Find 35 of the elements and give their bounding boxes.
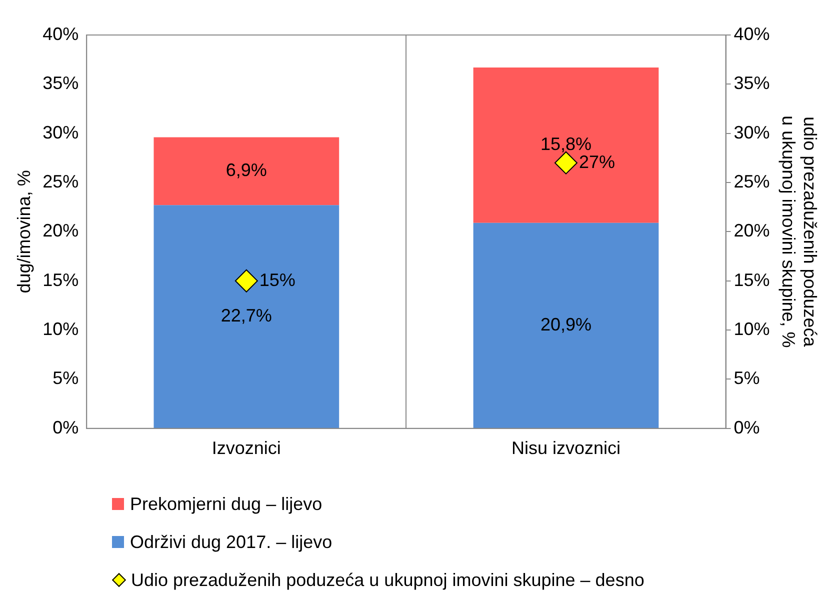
data-label: 20,9% <box>540 314 592 335</box>
legend-label: Održivi dug 2017. – lijevo <box>130 532 332 552</box>
data-label: 6,9% <box>226 160 267 180</box>
x-tick-label: Izvoznici <box>212 438 281 458</box>
data-label: 15% <box>259 270 296 290</box>
y-tick-label: 5% <box>52 368 79 388</box>
data-label: 22,7% <box>220 306 272 326</box>
y2-tick-label: 15% <box>734 270 770 290</box>
bar <box>473 222 659 428</box>
y2-tick-label: 40% <box>734 24 770 44</box>
y-tick-label: 20% <box>42 220 79 241</box>
bar <box>154 137 340 206</box>
legend-label: Prekomjerni dug – lijevo <box>130 494 322 514</box>
y-tick-label: 15% <box>42 270 79 290</box>
bar <box>154 205 340 428</box>
y2-tick-label: 20% <box>734 220 770 241</box>
y2-tick-label: 25% <box>734 171 770 192</box>
y2-axis-title: udio prezaduženih poduzeća u ukupnoj imovini skupine, % <box>778 116 820 348</box>
x-tick-label: Nisu izvoznici <box>511 438 620 458</box>
y2-tick-label: 0% <box>734 417 760 438</box>
y-tick-label: 10% <box>42 319 79 340</box>
y-tick-label: 25% <box>42 171 79 192</box>
y2-tick-label: 30% <box>734 122 770 142</box>
y-tick-label: 30% <box>42 122 79 142</box>
y-tick-label: 40% <box>42 24 79 44</box>
data-label: 15,8% <box>540 134 592 154</box>
data-label: 27% <box>578 152 616 172</box>
y-axis-title: dug/imovina, % <box>14 170 34 294</box>
y-tick-label: 35% <box>42 73 79 94</box>
y-tick-label: 0% <box>52 417 79 438</box>
y2-tick-label: 5% <box>734 368 760 388</box>
bar <box>473 67 659 223</box>
y2-tick-label: 10% <box>734 319 770 340</box>
legend-label: Udio prezaduženih poduzeća u ukupnoj imovini skupine – desno <box>131 570 644 590</box>
y2-tick-label: 35% <box>734 73 770 94</box>
